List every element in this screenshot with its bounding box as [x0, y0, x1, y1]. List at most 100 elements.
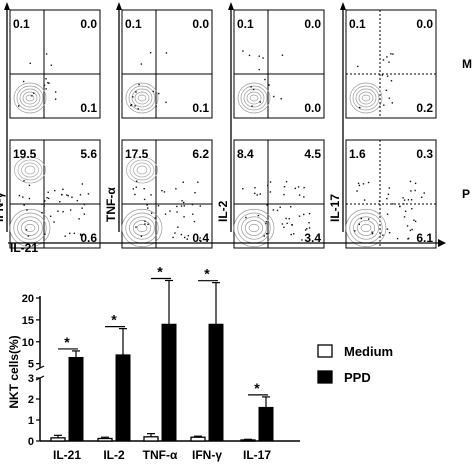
event-dot [414, 182, 417, 185]
y-axis-label: IL-2 [216, 200, 230, 222]
event-dot [309, 238, 311, 240]
event-dot [45, 78, 47, 80]
contour-line [133, 162, 151, 178]
event-dot [279, 206, 281, 208]
contour-line [355, 88, 377, 108]
event-dot [45, 88, 47, 90]
quadrant-tl-value: 0.1 [13, 17, 30, 31]
contour-line [241, 216, 267, 240]
panel-frame [345, 139, 437, 249]
event-dot [358, 184, 361, 187]
event-dot [362, 183, 365, 185]
event-dot [163, 191, 166, 193]
bar-medium [143, 436, 159, 442]
event-dot [403, 203, 405, 205]
event-dot [158, 92, 160, 95]
event-dot [32, 92, 35, 94]
event-dot [135, 186, 138, 188]
contour-line [345, 208, 387, 248]
event-dot [386, 56, 388, 58]
event-dot [29, 62, 31, 65]
event-dot [62, 210, 64, 213]
event-dot [382, 234, 384, 236]
flow-panel-ppd: 1.6 0.3 6.1 [345, 139, 437, 249]
legend-swatch-ppd [317, 370, 333, 384]
panel-frame [9, 9, 101, 119]
contour-line [17, 159, 43, 181]
event-dot [382, 59, 385, 61]
event-dot [368, 218, 370, 220]
axis-break-mark [35, 365, 45, 371]
event-dot [130, 104, 133, 106]
contour-line [24, 165, 36, 175]
event-dot [134, 193, 136, 196]
event-dot [54, 98, 57, 100]
contour-line [233, 208, 275, 248]
contour-line [134, 91, 150, 105]
contour-line [14, 156, 46, 184]
bar-ppd [208, 323, 224, 442]
event-dot [276, 209, 279, 212]
event-dot [283, 226, 285, 229]
event-dot [378, 200, 381, 203]
event-dot [27, 235, 30, 237]
event-dot [25, 229, 28, 231]
y-tick-label: 10 [22, 337, 34, 349]
event-dot [69, 209, 72, 211]
event-dot [358, 223, 360, 225]
x-axis-arrowhead [438, 239, 446, 247]
contour-line [128, 85, 156, 111]
event-dot [248, 54, 251, 57]
event-dot [53, 221, 55, 223]
row-label: P [462, 187, 470, 201]
event-dot [47, 81, 49, 84]
event-dot [386, 228, 389, 230]
bar-medium [190, 436, 206, 442]
contour-line [19, 88, 41, 108]
bar-ppd [68, 357, 84, 442]
event-dot [135, 180, 138, 182]
significance-star: * [64, 334, 70, 350]
panel-frame [233, 139, 325, 249]
event-dot [41, 203, 43, 205]
event-dot [143, 198, 146, 201]
event-dot [43, 205, 45, 207]
event-dot [257, 214, 260, 217]
quadrant-tr-value: 0.0 [192, 17, 209, 31]
event-dot [387, 193, 390, 196]
contour-line [25, 94, 35, 102]
event-dot [407, 238, 409, 240]
contour-line [16, 85, 44, 111]
event-dot [81, 207, 83, 209]
event-dot [64, 235, 66, 237]
event-dot [285, 217, 287, 220]
event-dot [303, 213, 305, 216]
contour-line [361, 94, 371, 102]
event-dot [66, 194, 68, 196]
event-dot [140, 63, 143, 65]
event-dot [135, 226, 137, 228]
event-dot [356, 190, 358, 192]
x-tick-label: IL-21 [53, 448, 81, 462]
event-dot [283, 186, 286, 188]
quadrant-tl-value: 0.1 [237, 17, 254, 31]
event-dot [62, 188, 64, 191]
event-dot [152, 90, 155, 93]
x-axis-label: IL-21 [10, 241, 38, 255]
event-dot [73, 232, 76, 235]
event-dot [413, 219, 415, 221]
event-dot [71, 196, 73, 198]
event-dot [354, 230, 356, 232]
event-dot [308, 212, 311, 215]
quadrant-br-value: 0.1 [80, 101, 97, 115]
flow-panel-medium: 0.1 0.0 0.1 [9, 9, 101, 119]
quadrant-tr-value: 0.3 [416, 147, 433, 161]
significance-star: * [204, 266, 210, 282]
flow-panel-ppd: 19.5 5.6 0.6 [9, 139, 101, 249]
contour-line [136, 165, 148, 175]
event-dot [272, 209, 275, 211]
event-dot [197, 181, 199, 183]
panel-frame [121, 9, 213, 119]
event-dot [191, 203, 194, 206]
event-dot [134, 105, 136, 107]
